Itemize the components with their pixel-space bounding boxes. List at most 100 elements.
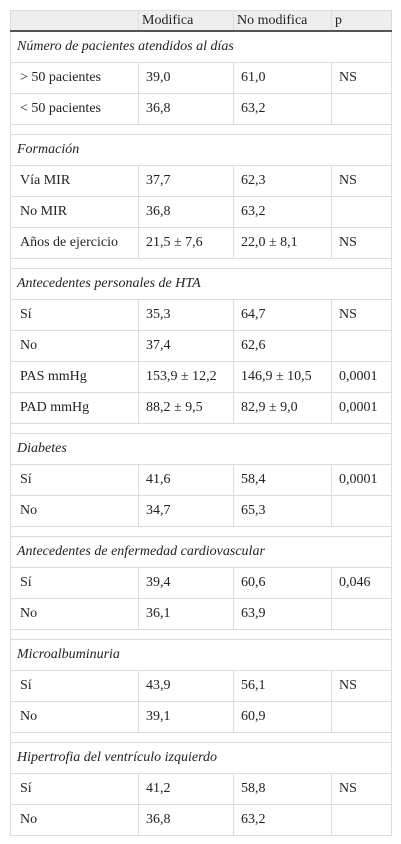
cell: 43,9	[138, 670, 234, 702]
section-row: Antecedentes de enfermedad cardiovascula…	[10, 536, 392, 568]
row-label: No	[10, 701, 139, 733]
cell: 65,3	[233, 495, 332, 527]
section-title: Microalbuminuria	[10, 639, 392, 671]
cell: NS	[331, 227, 392, 259]
spacer-row	[10, 732, 392, 743]
cell: 41,2	[138, 773, 234, 805]
data-row: Vía MIR 37,7 62,3 NS	[10, 165, 392, 197]
cell: 64,7	[233, 299, 332, 331]
data-row: PAD mmHg 88,2 ± 9,5 82,9 ± 9,0 0,0001	[10, 392, 392, 424]
data-row: No 37,4 62,6	[10, 330, 392, 362]
header-cell: No modifica	[233, 10, 332, 32]
section-title: Antecedentes personales de HTA	[10, 268, 392, 300]
data-table: Modifica No modifica p Número de pacientes…	[10, 10, 392, 836]
cell: 39,0	[138, 62, 234, 94]
cell: 22,0 ± 8,1	[233, 227, 332, 259]
cell: 36,8	[138, 804, 234, 836]
data-row: Sí 39,4 60,6 0,046	[10, 567, 392, 599]
row-label: Sí	[10, 464, 139, 496]
cell: 36,1	[138, 598, 234, 630]
cell: 37,4	[138, 330, 234, 362]
data-row: > 50 pacientes 39,0 61,0 NS	[10, 62, 392, 94]
cell: 58,8	[233, 773, 332, 805]
section-title: Número de pacientes atendidos al días	[10, 30, 392, 63]
cell	[331, 196, 392, 228]
spacer-row	[10, 629, 392, 640]
cell	[331, 330, 392, 362]
row-label: Sí	[10, 567, 139, 599]
section-row: Formación	[10, 134, 392, 166]
data-row: Sí 41,2 58,8 NS	[10, 773, 392, 805]
data-row: No MIR 36,8 63,2	[10, 196, 392, 228]
spacer-cell	[10, 124, 392, 135]
cell: NS	[331, 773, 392, 805]
cell: 34,7	[138, 495, 234, 527]
cell: 62,3	[233, 165, 332, 197]
section-title: Formación	[10, 134, 392, 166]
data-row: No 34,7 65,3	[10, 495, 392, 527]
cell: NS	[331, 165, 392, 197]
section-row: Diabetes	[10, 433, 392, 465]
cell: 37,7	[138, 165, 234, 197]
cell: 63,2	[233, 804, 332, 836]
section-title: Antecedentes de enfermedad cardiovascula…	[10, 536, 392, 568]
row-label: PAD mmHg	[10, 392, 139, 424]
cell: 146,9 ± 10,5	[233, 361, 332, 393]
data-row: PAS mmHg 153,9 ± 12,2 146,9 ± 10,5 0,0001	[10, 361, 392, 393]
header-cell	[10, 10, 139, 32]
cell: NS	[331, 62, 392, 94]
data-row: No 36,1 63,9	[10, 598, 392, 630]
spacer-cell	[10, 732, 392, 743]
row-label: No	[10, 495, 139, 527]
row-label: Sí	[10, 670, 139, 702]
cell: 39,1	[138, 701, 234, 733]
section-title: Hipertrofia del ventrículo izquierdo	[10, 742, 392, 774]
cell: 0,0001	[331, 361, 392, 393]
row-label: Sí	[10, 773, 139, 805]
cell: 63,2	[233, 93, 332, 125]
spacer-cell	[10, 526, 392, 537]
cell: 0,046	[331, 567, 392, 599]
data-row: Sí 41,6 58,4 0,0001	[10, 464, 392, 496]
cell	[331, 701, 392, 733]
header-cell: Modifica	[138, 10, 234, 32]
cell: 82,9 ± 9,0	[233, 392, 332, 424]
data-row: No 39,1 60,9	[10, 701, 392, 733]
section-row: Número de pacientes atendidos al días	[10, 30, 392, 63]
cell: 60,6	[233, 567, 332, 599]
section-row: Microalbuminuria	[10, 639, 392, 671]
spacer-row	[10, 258, 392, 269]
row-label: PAS mmHg	[10, 361, 139, 393]
cell	[331, 598, 392, 630]
cell: 60,9	[233, 701, 332, 733]
row-label: No	[10, 598, 139, 630]
cell: 88,2 ± 9,5	[138, 392, 234, 424]
row-label: No	[10, 804, 139, 836]
cell: 63,2	[233, 196, 332, 228]
data-row: Años de ejercicio 21,5 ± 7,6 22,0 ± 8,1 NS	[10, 227, 392, 259]
header-row: Modifica No modifica p	[10, 10, 392, 32]
cell: 0,0001	[331, 464, 392, 496]
cell: 56,1	[233, 670, 332, 702]
cell: 35,3	[138, 299, 234, 331]
spacer-row	[10, 423, 392, 434]
data-row: No 36,8 63,2	[10, 804, 392, 836]
cell: 62,6	[233, 330, 332, 362]
row-label: Vía MIR	[10, 165, 139, 197]
cell: 36,8	[138, 196, 234, 228]
header-cell: p	[331, 10, 392, 32]
spacer-cell	[10, 423, 392, 434]
row-label: No	[10, 330, 139, 362]
section-row: Hipertrofia del ventrículo izquierdo	[10, 742, 392, 774]
cell: 61,0	[233, 62, 332, 94]
data-row: Sí 43,9 56,1 NS	[10, 670, 392, 702]
cell: NS	[331, 299, 392, 331]
row-label: Sí	[10, 299, 139, 331]
row-label: Años de ejercicio	[10, 227, 139, 259]
section-row: Antecedentes personales de HTA	[10, 268, 392, 300]
cell: 41,6	[138, 464, 234, 496]
data-row: < 50 pacientes 36,8 63,2	[10, 93, 392, 125]
cell: 63,9	[233, 598, 332, 630]
spacer-cell	[10, 629, 392, 640]
